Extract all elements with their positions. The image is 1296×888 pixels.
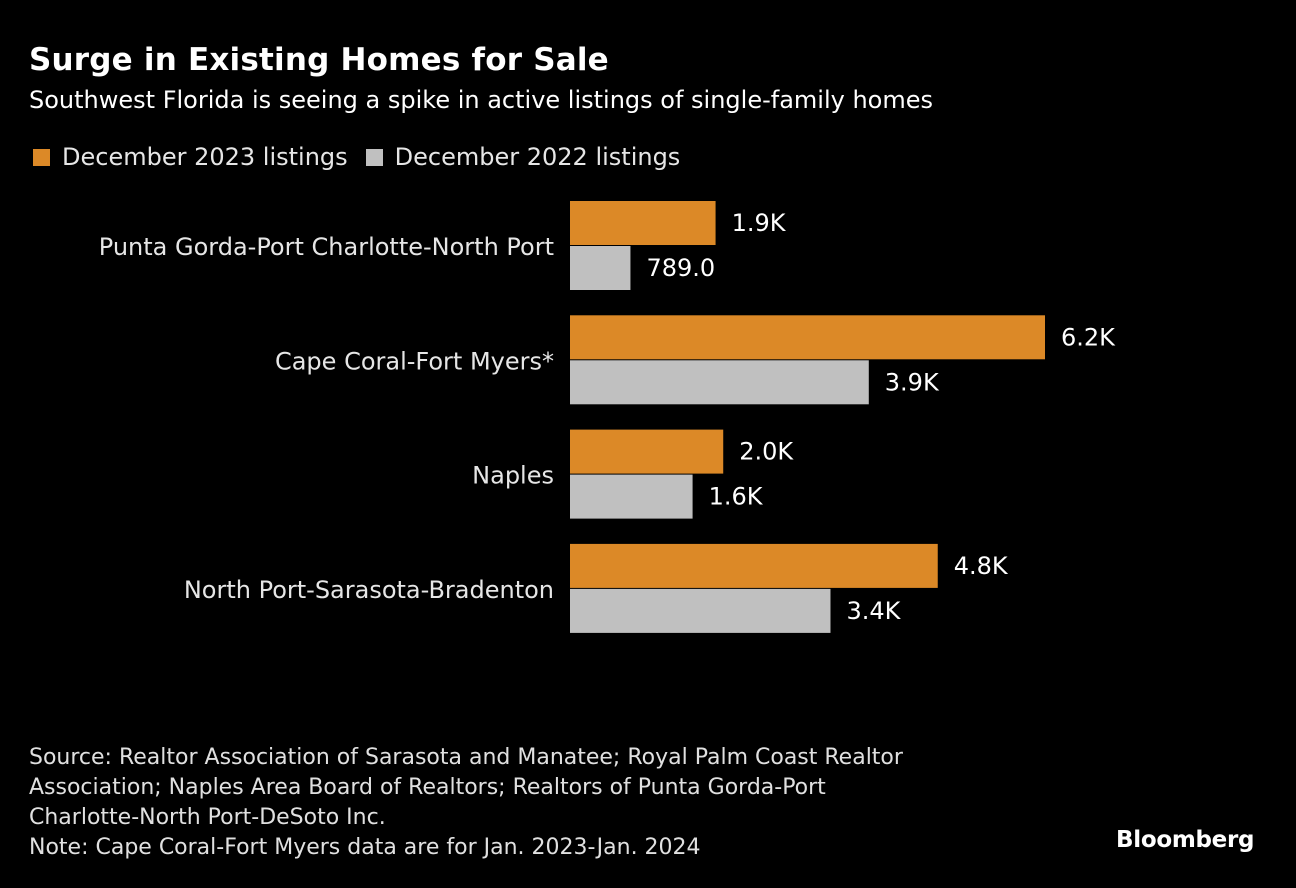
bar-2023-cape-coral-fort-myers	[570, 315, 1045, 360]
data-label: 3.4K	[846, 597, 901, 625]
chart-title: Surge in Existing Homes for Sale	[29, 42, 609, 78]
legend-swatch-2022	[365, 148, 383, 166]
data-label: 2.0K	[739, 438, 794, 466]
bar-2022-naples	[570, 474, 693, 519]
note-line: Note: Cape Coral-Fort Myers data are for…	[29, 835, 701, 860]
legend-swatch-2023	[33, 148, 50, 166]
bloomberg-logo: Bloomberg	[1116, 827, 1255, 853]
legend-label-2023: December 2023 listings	[62, 143, 348, 171]
chart-footer: Source: Realtor Association of Sarasota …	[29, 743, 903, 863]
legend-item-2023: December 2023 listings	[33, 143, 348, 171]
legend-label-2022: December 2022 listings	[394, 143, 681, 171]
data-label: 4.8K	[954, 552, 1009, 580]
bar-2023-north-port-sarasota-bradenton	[570, 543, 938, 588]
bar-2022-north-port-sarasota-bradenton	[570, 588, 831, 633]
category-label: Punta Gorda-Port Charlotte-North Port	[99, 233, 554, 261]
bar-2023-naples	[570, 429, 724, 474]
category-label: North Port-Sarasota-Bradenton	[184, 576, 554, 604]
data-label: 1.6K	[709, 483, 764, 511]
source-line: Association; Naples Area Board of Realto…	[29, 775, 826, 800]
data-label: 789.0	[646, 254, 715, 282]
chart-subtitle: Southwest Florida is seeing a spike in a…	[29, 86, 934, 114]
category-label: Cape Coral-Fort Myers*	[275, 347, 554, 375]
bar-2022-punta-gorda-port-charlotte-north-port	[570, 246, 631, 290]
category-label: Naples	[472, 462, 554, 490]
legend-item-2022: December 2022 listings	[365, 143, 681, 171]
data-label: 1.9K	[732, 209, 787, 237]
source-line: Charlotte-North Port-DeSoto Inc.	[29, 805, 386, 830]
bar-2023-punta-gorda-port-charlotte-north-port	[570, 201, 716, 245]
source-line: Source: Realtor Association of Sarasota …	[29, 745, 903, 770]
data-label: 3.9K	[885, 368, 940, 396]
bar-2022-cape-coral-fort-myers	[570, 360, 869, 405]
data-label: 6.2K	[1061, 323, 1116, 351]
legend: December 2023 listings December 2022 lis…	[33, 143, 698, 171]
